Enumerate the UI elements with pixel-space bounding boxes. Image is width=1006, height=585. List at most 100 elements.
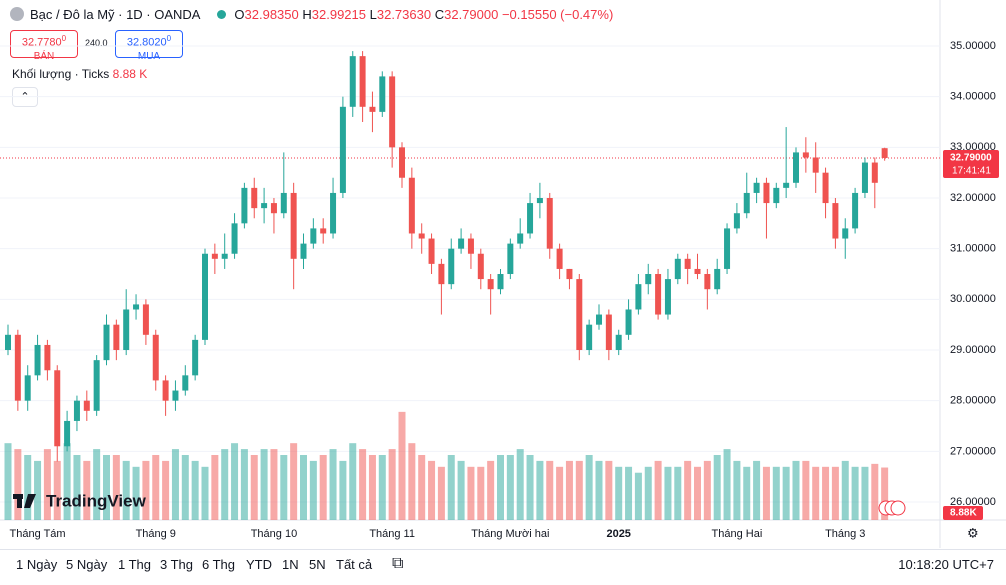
volume-bar	[447, 455, 455, 520]
x-tick-label: Tháng Tám	[10, 528, 66, 540]
candle-body	[428, 238, 435, 264]
candle-body	[320, 228, 327, 234]
candle-body	[231, 223, 238, 254]
range-button[interactable]: 1N	[282, 557, 299, 572]
volume-bar	[201, 466, 209, 520]
candle-body	[625, 309, 632, 335]
high: 32.99215	[311, 7, 366, 22]
volume-bar	[585, 455, 593, 520]
range-button[interactable]: 1 Ngày	[16, 557, 58, 572]
volume-bar	[378, 455, 386, 520]
candle-body	[251, 187, 258, 209]
volume-bar	[467, 466, 475, 520]
volume-bar	[674, 466, 682, 520]
range-button[interactable]: 5N	[309, 557, 326, 572]
volume-bar	[753, 460, 761, 520]
candle-body	[330, 192, 337, 234]
volume-bar	[34, 460, 42, 520]
volume-bar	[625, 466, 633, 520]
candle-body	[822, 172, 829, 204]
volume-bar	[260, 449, 268, 520]
candle-body	[270, 203, 277, 214]
candle-body	[871, 162, 878, 183]
toolbar: ⧉ 10:18:20 UTC+7 1 Ngày 5 Ngày 1 Thg 3 Thg 6…	[0, 549, 1006, 585]
symbol[interactable]: Bạc / Đô la Mỹ · 1D · OANDA	[30, 7, 200, 22]
x-tick-label: Tháng 3	[825, 528, 865, 540]
candle-body	[438, 263, 445, 285]
candle-body	[802, 152, 809, 158]
range-button[interactable]: 1 Thg	[118, 557, 152, 572]
y-tick-label: 31.00000	[950, 243, 996, 255]
range-button[interactable]: 6 Thg	[202, 557, 236, 572]
candle-body	[566, 268, 573, 280]
logo-mark	[24, 494, 36, 508]
y-tick-label: 32.00000	[950, 192, 996, 204]
volume-bar	[4, 443, 12, 520]
candle-body	[655, 274, 662, 315]
candle-body	[310, 228, 317, 244]
volume-bar	[221, 449, 229, 520]
volume-bar	[408, 443, 416, 520]
price-tag-time: 17:41:41	[952, 166, 991, 177]
candle-body	[458, 238, 465, 249]
candle-body	[369, 106, 376, 112]
settings-icon: ⚙	[967, 525, 979, 540]
compare-icon[interactable]: ⧉	[392, 555, 404, 572]
event-flag	[890, 500, 906, 516]
volume-bar	[871, 463, 879, 520]
x-tick-label: Tháng Mười hai	[471, 528, 549, 540]
candle-body	[399, 147, 405, 178]
volume-bar	[457, 460, 465, 520]
volume-bar	[418, 455, 426, 520]
range-button[interactable]: 3 Thg	[160, 557, 194, 572]
candle-body	[448, 248, 455, 285]
volume-bar	[703, 460, 711, 520]
candle-body	[645, 274, 652, 285]
candle-body	[733, 213, 740, 229]
volume-bar	[812, 466, 820, 520]
range-button[interactable]: YTD	[246, 557, 272, 572]
volume-bar	[762, 466, 770, 520]
y-tick-label: 28.00000	[950, 395, 996, 407]
candle-body	[202, 253, 208, 340]
candle-body	[536, 198, 543, 204]
candle-body	[694, 268, 701, 275]
volume-bar	[881, 467, 889, 520]
sell-label: BÁN	[33, 50, 55, 62]
volume-bar	[595, 460, 603, 520]
volume-bar	[694, 466, 701, 520]
candle-body	[162, 380, 169, 401]
candle-body	[605, 314, 612, 351]
spread: 240.0	[85, 38, 108, 48]
volume-bar	[526, 455, 534, 520]
volume-bar	[644, 466, 652, 520]
volume-bar	[782, 466, 790, 520]
candle-body	[674, 258, 681, 280]
candle-body	[763, 182, 770, 204]
low: 32.73630	[376, 7, 432, 22]
candle-body	[753, 182, 760, 193]
clock[interactable]: 10:18:20 UTC+7	[898, 557, 994, 572]
range-button[interactable]: 5 Ngày	[66, 557, 108, 572]
volume-bar	[634, 472, 642, 520]
volume-bar	[290, 443, 298, 520]
candle-body	[379, 76, 386, 112]
volume-value: 8.88 K	[112, 67, 148, 81]
volume-bar	[428, 460, 436, 520]
volume-bar	[831, 466, 839, 520]
candle-body	[182, 375, 189, 391]
range-button[interactable]: Tất cả	[336, 557, 373, 572]
candle-body	[497, 274, 504, 290]
y-tick-label: 29.00000	[950, 344, 996, 356]
candle-body	[596, 314, 602, 325]
candle-body	[418, 233, 425, 239]
candle-body	[133, 304, 140, 310]
l-label: L	[369, 7, 377, 22]
candle-body	[586, 324, 593, 351]
candle-body	[172, 390, 179, 401]
logo: TradingView	[46, 491, 147, 510]
h-label: H	[302, 7, 312, 22]
candle-body	[861, 162, 868, 193]
candle-body	[221, 253, 228, 259]
symbol-icon	[10, 7, 24, 21]
